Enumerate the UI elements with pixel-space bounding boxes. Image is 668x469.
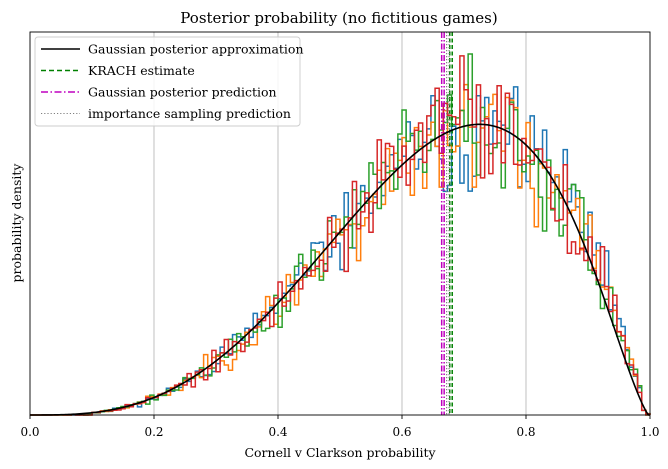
legend-box — [34, 36, 301, 127]
x-tick-label: 0.4 — [268, 425, 287, 439]
legend-label-4: importance sampling prediction — [88, 106, 291, 121]
legend-label-1: Gaussian posterior approximation — [88, 42, 304, 57]
x-axis-title: Cornell v Clarkson probability — [244, 445, 436, 460]
legend-label-2: KRACH estimate — [88, 63, 195, 78]
legend: Gaussian posterior approximation KRACH es… — [34, 36, 304, 127]
histogram-series-4 — [30, 55, 651, 416]
histogram-series-1 — [30, 86, 650, 416]
x-tick-label: 0.6 — [392, 425, 411, 439]
x-tick-label: 0.0 — [20, 425, 39, 439]
x-axis-ticks: 0.0 0.2 0.4 0.6 0.8 1.0 — [20, 415, 660, 439]
plot-frame — [29, 31, 651, 416]
x-tick-label: 0.2 — [144, 425, 163, 439]
gaussian-curve — [30, 123, 651, 416]
y-axis-title: probability density — [9, 163, 24, 283]
chart-title: Posterior probability (no fictitious gam… — [180, 9, 497, 27]
x-tick-label: 0.8 — [516, 425, 535, 439]
prediction-lines — [440, 32, 453, 415]
legend-label-3: Gaussian posterior prediction — [88, 85, 277, 100]
x-tick-label: 1.0 — [640, 425, 659, 439]
